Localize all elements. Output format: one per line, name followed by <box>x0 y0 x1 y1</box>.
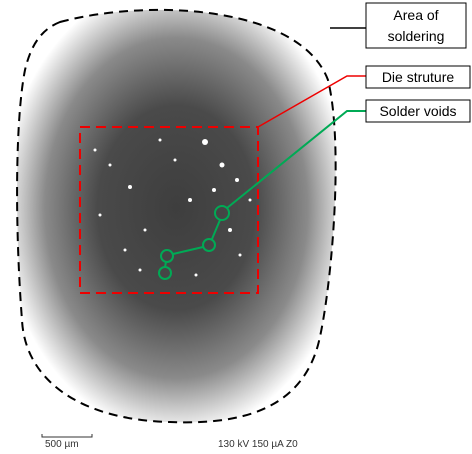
label-text: Solder voids <box>379 103 456 119</box>
label-text: soldering <box>388 28 445 44</box>
solder-area-image <box>17 10 336 422</box>
label-text: Area of <box>393 7 438 23</box>
settings-label: 130 kV 150 µA Z0 <box>218 439 298 450</box>
label-text: Die struture <box>382 69 455 85</box>
scale-bar <box>42 434 92 437</box>
scale-label: 500 µm <box>45 439 79 450</box>
annotated-xray: Area of soldering Die struture Solder vo… <box>0 0 472 454</box>
